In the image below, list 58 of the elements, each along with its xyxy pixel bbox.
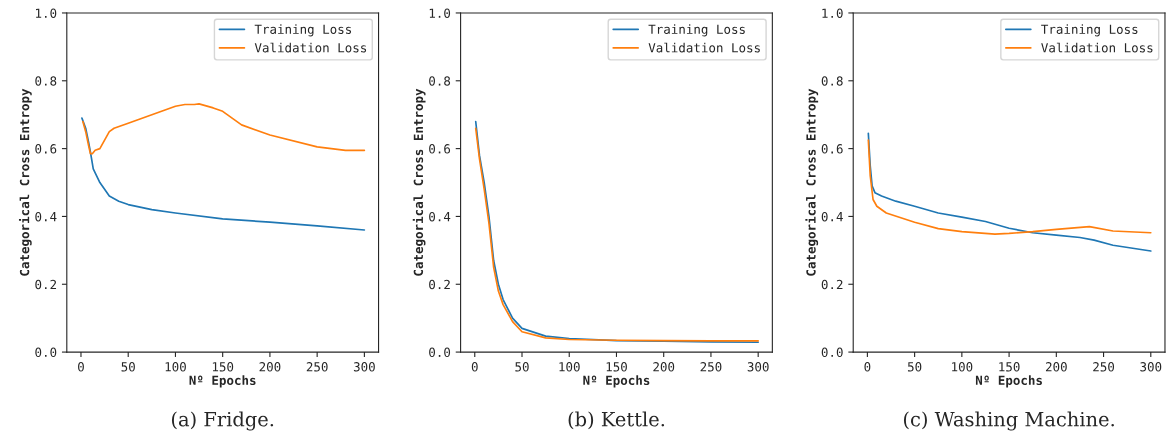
- y-tick-label: 0.0: [821, 347, 843, 358]
- legend-label: Validation Loss: [648, 42, 760, 53]
- legend-label: Training Loss: [1041, 24, 1138, 37]
- y-tick-label: 0.2: [429, 279, 450, 290]
- text: (c) Washing Machine.: [903, 411, 1114, 431]
- x-axis-title: Nº Epochs: [189, 375, 256, 388]
- y-tick-label: 1.0: [36, 8, 57, 18]
- x-tick-label: 100: [952, 362, 973, 372]
- y-tick-label: 0.4: [821, 211, 843, 222]
- y-tick-label: 0.8: [429, 76, 451, 86]
- y-tick-label: 0.8: [821, 76, 843, 86]
- x-tick-label: 300: [353, 362, 375, 372]
- x-tick-label: 0: [78, 362, 84, 372]
- y-tick-label: 0.0: [429, 347, 451, 358]
- y-tick-label: 0.4: [35, 211, 57, 222]
- y-tick-label: 0.8: [35, 76, 57, 86]
- text: (a) Fridge.: [171, 411, 274, 431]
- x-tick-label: 100: [559, 362, 580, 372]
- y-tick-label: 0.0: [35, 347, 57, 358]
- x-tick-label: 150: [212, 362, 234, 372]
- y-tick-label: 0.6: [429, 144, 451, 154]
- y-tick-label: 0.4: [429, 211, 451, 222]
- x-tick-label: 0: [864, 362, 871, 372]
- legend-label: Validation Loss: [254, 42, 367, 53]
- legend-label: Training Loss: [254, 24, 352, 37]
- x-tick-label: 250: [306, 362, 328, 372]
- y-tick-label: 0.6: [35, 144, 57, 154]
- y-tick-label: 0.2: [35, 279, 57, 290]
- y-axis-title: Categorical Cross Entropy: [805, 88, 819, 276]
- x-tick-label: 200: [653, 362, 675, 372]
- y-tick-label: 0.6: [821, 144, 843, 154]
- x-tick-label: 250: [700, 362, 722, 372]
- y-tick-label: 1.0: [429, 8, 451, 18]
- x-tick-label: 150: [606, 362, 627, 372]
- x-axis-title: Nº Epochs: [975, 375, 1042, 388]
- legend-label: Training Loss: [648, 24, 745, 37]
- line-series: [867, 139, 1152, 235]
- x-tick-label: 300: [747, 362, 769, 372]
- y-tick-label: 1.0: [822, 8, 843, 18]
- line-series: [81, 117, 366, 231]
- x-tick-label: 0: [471, 362, 478, 372]
- y-axis-title: Categorical Cross Entropy: [18, 88, 32, 276]
- x-tick-label: 300: [1140, 362, 1162, 372]
- legend-label: Validation Loss: [1041, 42, 1153, 53]
- x-tick-label: 250: [1093, 362, 1115, 372]
- line-series: [82, 103, 366, 155]
- x-tick-label: 150: [999, 362, 1020, 372]
- x-tick-label: 50: [907, 362, 922, 372]
- x-tick-label: 50: [515, 362, 529, 372]
- x-tick-label: 200: [1045, 362, 1067, 372]
- text: (b) Kettle.: [568, 411, 665, 430]
- x-axis-title: Nº Epochs: [583, 375, 650, 388]
- y-axis-title: Categorical Cross Entropy: [412, 88, 426, 276]
- x-tick-label: 200: [259, 362, 281, 372]
- y-tick-label: 0.2: [821, 279, 843, 290]
- x-tick-label: 50: [121, 362, 135, 372]
- x-tick-label: 100: [165, 362, 186, 372]
- line-series: [867, 132, 1152, 252]
